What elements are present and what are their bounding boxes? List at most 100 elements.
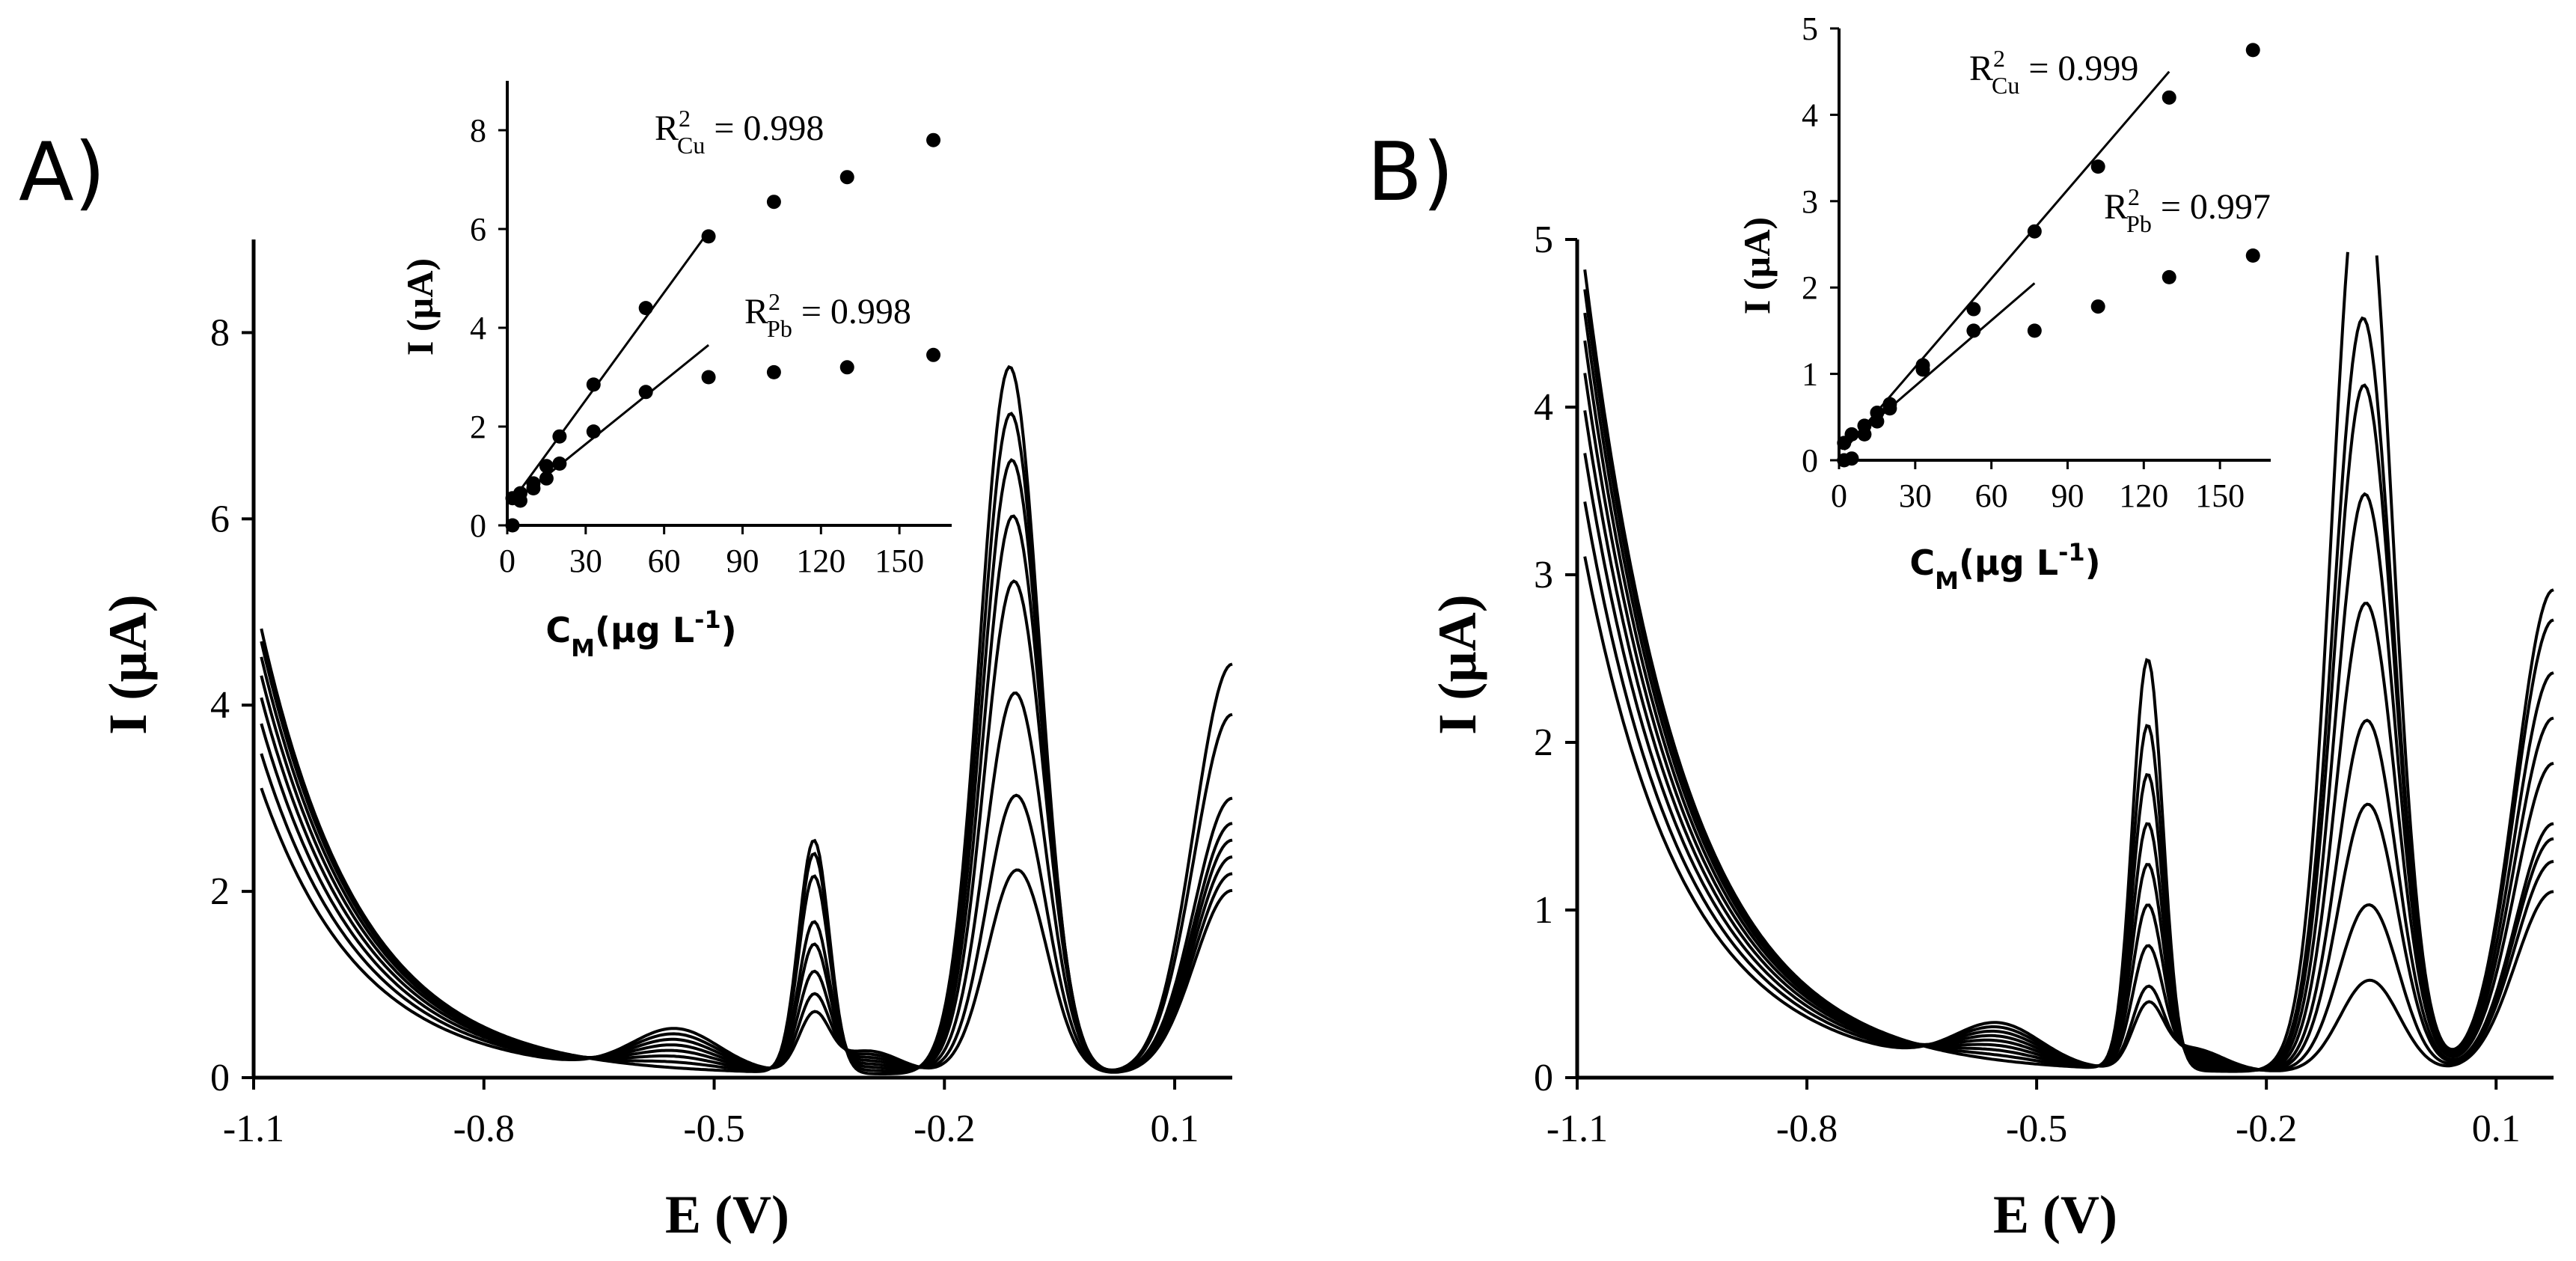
y-tick-label: 5 — [1534, 219, 1553, 261]
data-point-pb — [2090, 299, 2105, 314]
data-point-cu — [2027, 224, 2042, 239]
data-point-cu — [586, 377, 601, 392]
inset-axes: 0 30 60 90 120 150 0 2 4 6 8 — [470, 81, 952, 579]
r2-cu-annotation: R2 Cu = 0.999 — [1969, 45, 2138, 99]
data-point-cu — [926, 132, 941, 147]
inset-y-tick-label: 3 — [1802, 183, 1818, 220]
data-point-pb — [513, 493, 527, 508]
data-point-cu — [1844, 427, 1859, 442]
inset-y-tick-label: 5 — [1802, 10, 1818, 47]
data-point-pb — [638, 385, 653, 400]
fit-line-cu — [511, 230, 710, 501]
y-tick-label: 0 — [1534, 1057, 1553, 1099]
inset-x-tick-label: 90 — [2051, 477, 2084, 514]
inset-axes: 0 30 60 90 120 150 0 1 2 3 4 5 — [1802, 10, 2271, 514]
y-tick-label: 2 — [210, 870, 230, 913]
data-point-pb — [701, 370, 716, 385]
inset-x-tick-label: 90 — [726, 543, 759, 579]
data-point-cu — [839, 170, 854, 185]
main-axes: -1.1 -0.8 -0.5 -0.2 0.1 0 2 4 6 8 — [210, 239, 1232, 1150]
data-point-cu — [2245, 43, 2260, 58]
inset-x-tick-label: 0 — [499, 543, 515, 579]
calibration-inset: 0 30 60 90 120 150 0 2 4 6 8 I (µA) CM(µg L-1) R2 C… — [399, 81, 952, 662]
inset-x-axis-title: CM(µg L-1) — [545, 605, 736, 662]
panel-b: B) -1.1 -0.8 -0.5 -0.2 0.1 0 1 2 3 4 5 E (V) I (µA… — [1367, 10, 2554, 1245]
y-tick-label: 6 — [210, 498, 230, 540]
data-point-pb — [926, 347, 941, 362]
inset-x-tick-label: 60 — [1975, 477, 2008, 514]
calibration-points — [1837, 43, 2260, 468]
data-point-pb — [539, 471, 554, 486]
x-tick-label: -0.2 — [2236, 1108, 2297, 1150]
data-point-cu — [701, 229, 716, 244]
panel-label: B) — [1367, 126, 1454, 219]
calibration-inset: 0 30 60 90 120 150 0 1 2 3 4 5 I (µA) CM(µg L-1) R2… — [1736, 10, 2271, 595]
data-point-cu — [1966, 302, 1981, 317]
y-tick-label: 3 — [1534, 554, 1553, 596]
x-tick-label: -0.8 — [1776, 1108, 1838, 1150]
panel-a: A) -1.1 -0.8 -0.5 -0.2 0.1 0 2 4 6 8 E (V) I (µA)… — [19, 81, 1233, 1245]
inset-x-tick-label: 60 — [648, 543, 681, 579]
y-tick-label: 4 — [210, 684, 230, 727]
x-tick-label: 0.1 — [2472, 1108, 2521, 1150]
inset-y-axis-title: I (µA) — [1736, 217, 1778, 314]
data-point-pb — [552, 457, 567, 471]
x-tick-label: 0.1 — [1151, 1108, 1199, 1150]
inset-y-tick-label: 8 — [470, 112, 486, 149]
inset-x-tick-label: 30 — [1899, 477, 1932, 514]
data-point-pb — [1966, 323, 1981, 338]
r2-pb-annotation: R2 Pb = 0.997 — [2104, 183, 2271, 237]
data-point-pb — [1882, 401, 1897, 416]
y-axis-title: I (µA) — [98, 594, 158, 734]
y-tick-label: 1 — [1534, 889, 1553, 932]
voltammogram-curve — [260, 364, 1233, 1075]
data-point-pb — [1915, 362, 1930, 377]
inset-y-tick-label: 2 — [470, 409, 486, 445]
inset-y-tick-label: 4 — [470, 310, 486, 346]
x-tick-label: -0.8 — [453, 1108, 515, 1150]
inset-y-tick-label: 0 — [470, 507, 486, 544]
data-point-pb — [586, 424, 601, 439]
data-point-pb — [839, 360, 854, 375]
data-point-cu — [2090, 159, 2105, 174]
inset-y-tick-label: 6 — [470, 211, 486, 248]
voltammogram-curve — [1583, 251, 2554, 1073]
data-point-cu — [2162, 90, 2176, 105]
r2-pb-annotation: R2 Pb = 0.998 — [744, 288, 911, 342]
data-point-cu — [766, 195, 781, 210]
inset-x-tick-label: 120 — [2119, 477, 2168, 514]
inset-x-tick-label: 30 — [569, 543, 602, 579]
inset-y-tick-label: 0 — [1802, 442, 1818, 479]
fit-line-cu — [1843, 70, 2170, 451]
y-tick-label: 8 — [210, 311, 230, 354]
data-point-pb — [1844, 451, 1859, 466]
inset-y-tick-label: 2 — [1802, 269, 1818, 306]
data-point-pb — [766, 364, 781, 379]
x-tick-label: -0.5 — [2006, 1108, 2067, 1150]
x-tick-label: -1.1 — [1546, 1108, 1608, 1150]
inset-y-axis-title: I (µA) — [399, 258, 441, 355]
x-axis-title: E (V) — [665, 1185, 789, 1245]
data-point-pb — [1870, 414, 1885, 429]
panel-label: A) — [19, 126, 105, 219]
data-point-cu — [539, 459, 554, 474]
data-point-pb — [2245, 248, 2260, 263]
inset-y-tick-label: 4 — [1802, 97, 1818, 133]
x-tick-label: -0.5 — [683, 1108, 744, 1150]
data-point-pb — [526, 481, 541, 495]
y-axis-title: I (µA) — [1428, 594, 1487, 734]
data-point-pb — [2162, 269, 2176, 284]
data-point-cu — [552, 429, 567, 444]
voltammogram-curves — [1583, 251, 2554, 1073]
voltammogram-curves — [260, 364, 1233, 1075]
data-point-pb — [1857, 427, 1872, 442]
y-tick-label: 0 — [210, 1057, 230, 1099]
x-tick-label: -0.2 — [914, 1108, 975, 1150]
inset-x-tick-label: 150 — [2195, 477, 2245, 514]
data-point-cu — [638, 301, 653, 316]
inset-x-tick-label: 0 — [1831, 477, 1847, 514]
x-tick-label: -1.1 — [223, 1108, 284, 1150]
inset-x-tick-label: 120 — [796, 543, 845, 579]
x-axis-title: E (V) — [1993, 1185, 2117, 1245]
